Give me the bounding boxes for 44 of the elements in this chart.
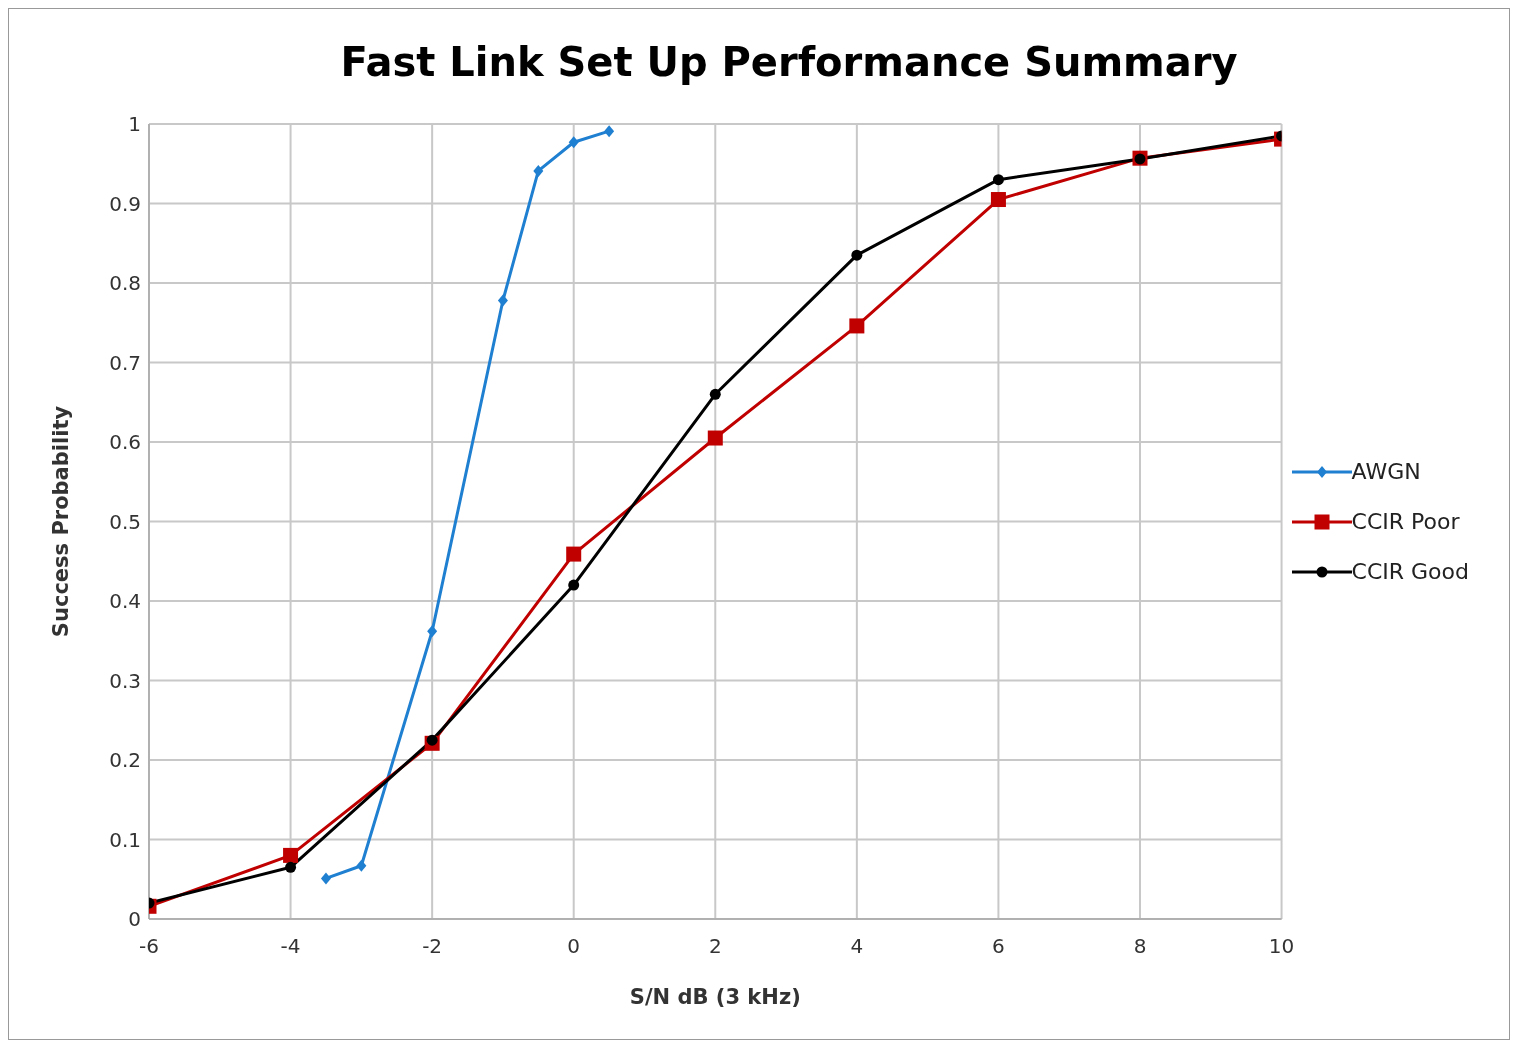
- y-tick-label: 0.1: [109, 827, 141, 852]
- x-tick-label: -2: [422, 934, 443, 959]
- x-tick-label: 6: [992, 934, 1005, 959]
- x-tick-label: 8: [1133, 934, 1147, 959]
- point: [707, 430, 723, 446]
- x-axis-title: S/N dB (3 kHz): [629, 985, 801, 1009]
- y-tick-label: 1: [128, 112, 141, 137]
- point: [320, 872, 331, 885]
- y-axis-title: Success Probability: [49, 405, 74, 638]
- y-tick-label: 0: [128, 907, 141, 932]
- y-tick-label: 0.4: [109, 589, 141, 614]
- legend-label: CCIR Good: [1351, 559, 1469, 584]
- y-tick-label: 0.6: [109, 430, 141, 455]
- x-tick-label: -4: [280, 934, 301, 959]
- point: [849, 318, 865, 334]
- point: [427, 625, 438, 638]
- point: [604, 125, 615, 138]
- point: [285, 861, 297, 873]
- point: [568, 136, 579, 149]
- point: [992, 174, 1004, 186]
- point: [533, 164, 544, 177]
- point: [851, 249, 863, 261]
- x-tick-label: 0: [567, 934, 581, 959]
- point: [356, 859, 367, 872]
- point: [990, 192, 1006, 208]
- x-tick-label: 2: [708, 934, 722, 959]
- point: [426, 734, 438, 746]
- x-tick-label: 10: [1268, 934, 1295, 959]
- y-tick-label: 0.7: [109, 350, 141, 375]
- chart-title: Fast Link Set Up Performance Summary: [339, 39, 1239, 85]
- y-tick-label: 0.2: [109, 748, 141, 773]
- y-tick-label: 0.8: [109, 271, 141, 296]
- legend-label: AWGN: [1351, 459, 1421, 484]
- point: [566, 546, 582, 562]
- x-tick-label: 4: [850, 934, 864, 959]
- point: [283, 847, 299, 863]
- x-tick-label: -6: [139, 934, 159, 959]
- legend-label: CCIR Poor: [1351, 509, 1460, 534]
- point: [709, 388, 721, 400]
- y-tick-label: 0.9: [109, 191, 141, 216]
- y-tick-label: 0.3: [109, 668, 141, 693]
- point: [568, 579, 580, 591]
- point: [497, 294, 508, 307]
- y-tick-label: 0.5: [109, 509, 141, 534]
